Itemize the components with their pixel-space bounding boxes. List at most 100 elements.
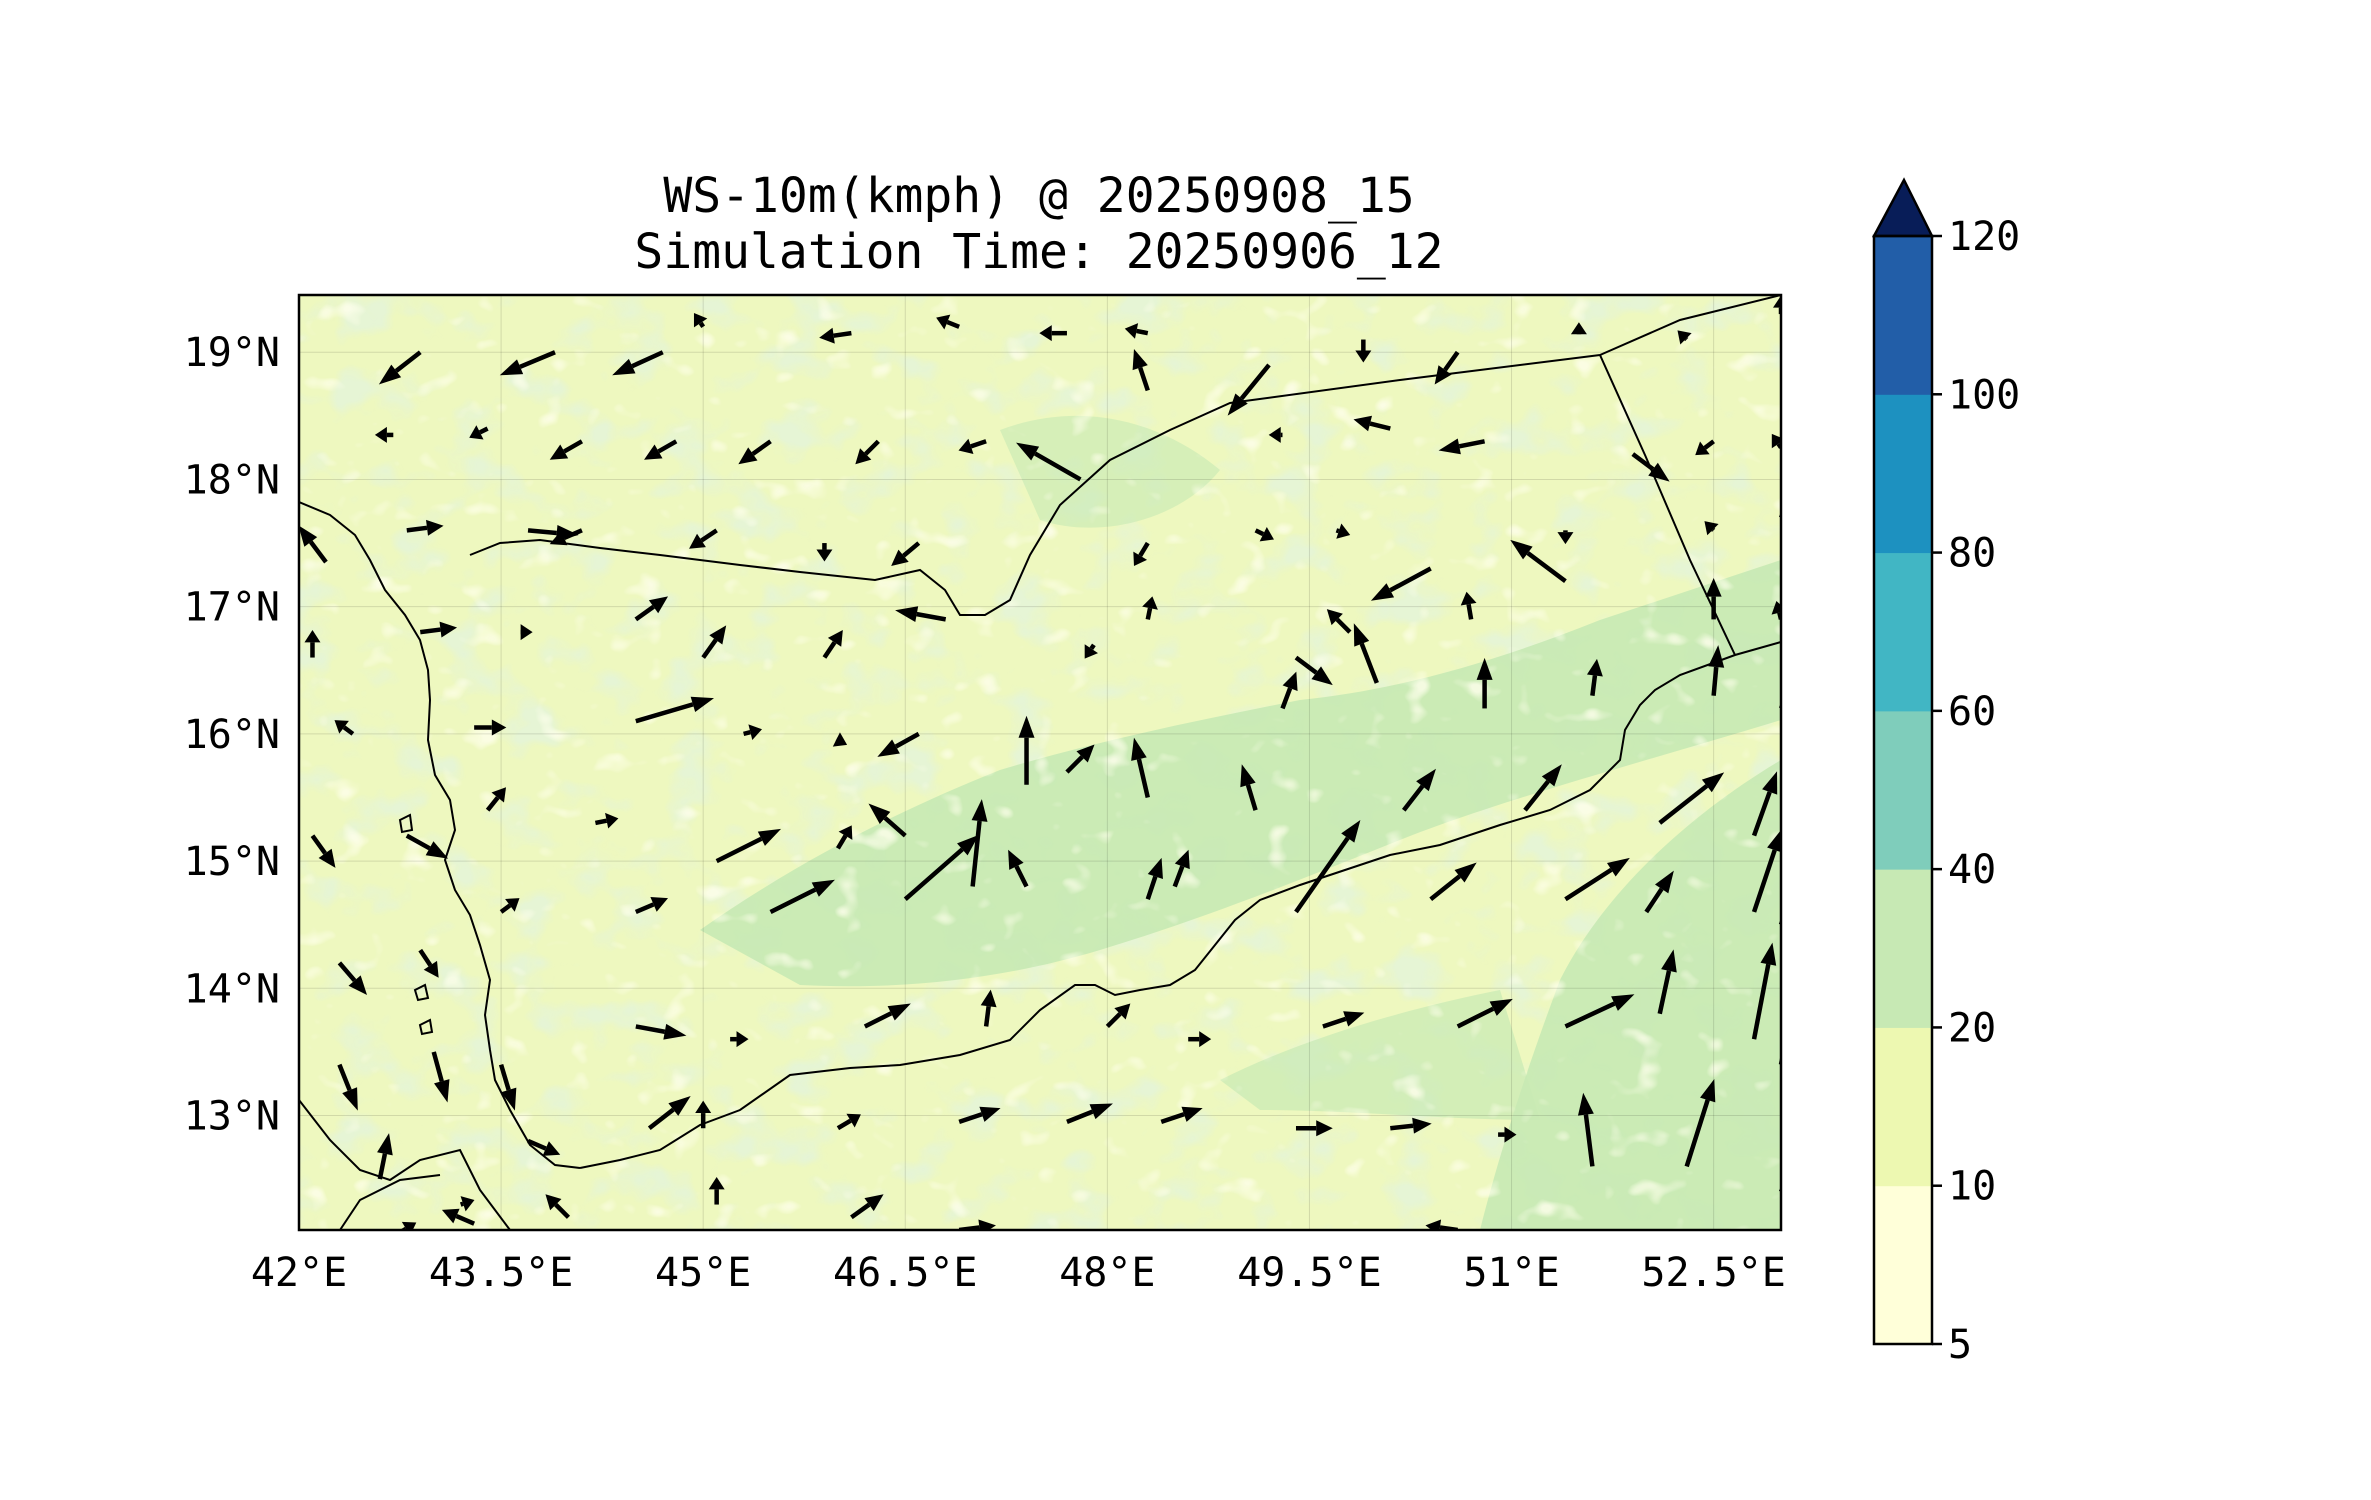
wind-vector-shaft (1583, 1114, 1595, 1167)
wind-vector-arrow (1008, 849, 1029, 888)
wind-vector-shaft (647, 1107, 675, 1131)
wind-vector-arrow (1778, 918, 1781, 925)
wind-vector-arrow (1066, 1103, 1113, 1124)
wind-vector-head (378, 364, 402, 385)
wind-vector-shaft (1369, 421, 1391, 431)
wind-vector-head (304, 629, 321, 643)
wind-vector-head (819, 327, 835, 344)
wind-vector-arrow (1124, 323, 1149, 339)
wind-vector-shaft (970, 439, 987, 449)
wind-vector-head (1787, 802, 1804, 825)
wind-vector-head (1708, 645, 1725, 668)
wind-vector-shaft (405, 833, 431, 851)
wind-vector-head (738, 447, 758, 465)
wind-vector-arrow (903, 834, 979, 901)
wind-vector-arrow (474, 719, 507, 736)
wind-vector-shaft (485, 796, 500, 812)
wind-vector-shaft (1138, 366, 1150, 392)
wind-vector-head (1577, 1092, 1594, 1116)
colorbar-label: 120 (1948, 214, 2020, 260)
wind-vector-shaft (455, 1213, 476, 1226)
wind-vector-head (1008, 849, 1024, 870)
wind-vector-head (979, 1106, 1001, 1122)
wind-vector-head (978, 1219, 996, 1230)
wind-vector-arrow (1778, 676, 1796, 709)
wind-vector-arrow (1084, 643, 1099, 659)
wind-vector-shaft (1711, 528, 1716, 532)
wind-vector-arrow (378, 350, 422, 385)
wind-vector-head (1781, 676, 1796, 694)
wind-vector-head (334, 720, 349, 734)
wind-vector-arrow (819, 327, 852, 344)
wind-vector-head (887, 1003, 911, 1021)
lat-tick-label: 14°N (184, 966, 280, 1012)
wind-vector-shaft (1778, 1186, 1781, 1192)
wind-vector-arrow (485, 787, 507, 812)
wind-vector-head (1700, 1078, 1716, 1103)
wind-vector-shaft (1138, 541, 1150, 557)
wind-vector-head (612, 358, 636, 376)
wind-vector-head (423, 960, 439, 978)
wind-vector-head (1771, 600, 1781, 615)
wind-vector-shaft (1526, 551, 1567, 584)
wind-vector-head (864, 1194, 884, 1212)
djibouti-coast (339, 1174, 441, 1230)
wind-vector-shaft (657, 439, 678, 454)
wind-vector-shaft (700, 528, 718, 543)
wind-vector-arrow (855, 439, 880, 465)
wind-vector-head (1039, 325, 1052, 342)
wind-vector-shaft (1751, 849, 1777, 913)
lon-tick-label: 48°E (1059, 1250, 1155, 1296)
wind-vector-head (1240, 764, 1256, 788)
wind-vector-head (650, 897, 669, 912)
wind-vector-shaft (1089, 643, 1096, 650)
wind-vector-arrow (520, 624, 533, 641)
wind-vector-shaft (1657, 970, 1672, 1015)
colorbar-extend-triangle (1871, 177, 1935, 238)
wind-vector-head (348, 975, 368, 996)
wind-vector-shaft (418, 948, 433, 967)
wind-vector-arrow (895, 606, 947, 622)
wind-vector-shaft (308, 540, 328, 564)
wind-vector-head (1341, 819, 1361, 843)
wind-vector-arrow (1476, 657, 1493, 709)
wind-vector-shaft (554, 1203, 571, 1219)
wind-vector-arrow (1704, 521, 1719, 536)
wind-vector-shaft (1751, 791, 1772, 837)
wind-vector-arrow (304, 629, 321, 658)
wind-vector-shaft (916, 611, 947, 622)
wind-vector-shaft (635, 1024, 666, 1034)
wind-vector-arrow (1160, 1106, 1203, 1125)
wind-vector-shaft (1322, 1016, 1347, 1029)
wind-vector-shaft (1778, 512, 1781, 518)
wind-vector-head (689, 533, 706, 549)
wind-vector-arrow (980, 989, 997, 1027)
wind-vector-arrow (822, 629, 843, 659)
wind-vector-arrow (1434, 350, 1460, 385)
wind-vector-shaft (1065, 755, 1084, 774)
wind-vector-arrow (469, 425, 489, 440)
wind-vector-arrow (1294, 655, 1333, 686)
wind-vector-arrow (418, 948, 439, 978)
wind-vector-head (545, 1194, 562, 1211)
wind-vector-shaft (563, 528, 583, 540)
wind-vector-head (1131, 737, 1147, 761)
wind-vector-head (816, 549, 833, 562)
wind-vector-head (838, 825, 853, 840)
wind-vector-arrow (1240, 764, 1258, 811)
wind-vector-head (957, 834, 979, 856)
wind-vector-head (1268, 426, 1281, 443)
lat-tick-label: 13°N (184, 1094, 280, 1140)
wind-vector-shaft (1429, 874, 1461, 902)
colorbar-label: 60 (1948, 689, 1996, 735)
wind-vector-shaft (635, 702, 694, 724)
wind-vector-head (501, 1087, 517, 1111)
wind-vector-shaft (527, 1138, 547, 1151)
wind-vector-shaft (983, 1005, 991, 1027)
wind-vector-arrow (337, 961, 368, 996)
lat-tick-label: 15°N (184, 839, 280, 885)
wind-vector-head (1142, 596, 1158, 610)
wind-vector-shaft (1778, 1053, 1781, 1065)
wind-vector-head (1336, 523, 1351, 539)
wind-vector-head (1677, 330, 1692, 345)
